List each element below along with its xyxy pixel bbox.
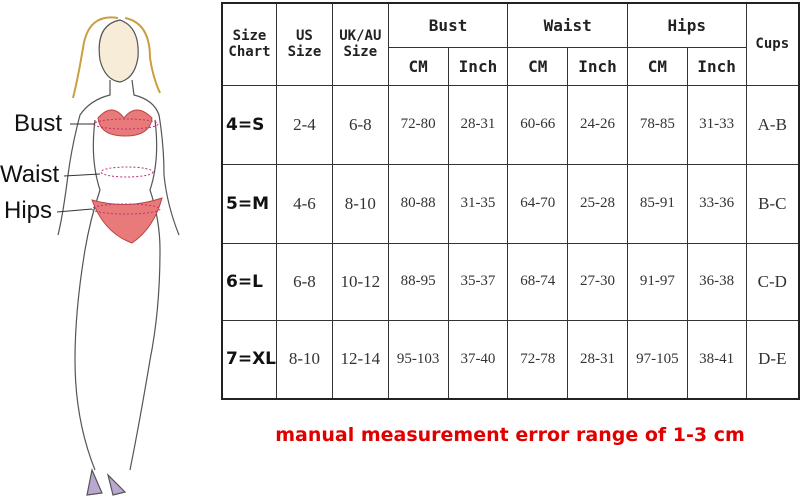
bust-cm-cell: 88-95 [387, 242, 449, 321]
table-row: 5=M 4-6 8-10 80-88 31-35 64-70 25-28 85-… [221, 163, 800, 244]
waist-cm-cell: 68-74 [507, 242, 569, 321]
header-bust-cm: CM [387, 46, 449, 86]
bust-inch-cell: 35-37 [447, 242, 509, 321]
waist-inch-cell: 28-31 [567, 319, 628, 400]
waist-cm-cell: 60-66 [507, 84, 569, 165]
header-uk-au-size: UK/AU Size [331, 2, 389, 86]
bra [97, 109, 153, 137]
bust-inch-cell: 28-31 [447, 84, 509, 165]
cups-cell: B-C [745, 163, 800, 244]
waist-inch-cell: 24-26 [567, 84, 628, 165]
hips-cm-cell: 85-91 [626, 163, 688, 244]
bust-cm-cell: 80-88 [387, 163, 449, 244]
us-size-cell: 4-6 [276, 163, 333, 244]
size-cell: 5=M [221, 163, 278, 244]
table-row: 4=S 2-4 6-8 72-80 28-31 60-66 24-26 78-8… [221, 84, 800, 165]
header-bust: Bust [387, 2, 509, 48]
bust-cm-cell: 95-103 [387, 319, 449, 400]
us-size-cell: 2-4 [276, 84, 333, 165]
uk-size-cell: 8-10 [331, 163, 389, 244]
uk-size-cell: 12-14 [331, 319, 389, 400]
header-us-size: US Size [276, 2, 333, 86]
header-hips-inch: Inch [686, 46, 747, 86]
fashion-figure-illustration [56, 16, 180, 496]
size-cell: 7=XL [221, 319, 278, 400]
uk-size-cell: 10-12 [331, 242, 389, 321]
header-hips-cm: CM [626, 46, 688, 86]
header-hips: Hips [626, 2, 747, 48]
bust-inch-cell: 37-40 [447, 319, 509, 400]
hips-label: Hips [4, 197, 53, 224]
uk-size-cell: 6-8 [331, 84, 389, 165]
header-waist-inch: Inch [567, 46, 628, 86]
cups-cell: D-E [745, 319, 800, 400]
cups-cell: C-D [745, 242, 800, 321]
header-waist-cm: CM [507, 46, 569, 86]
size-cell: 6=L [221, 242, 278, 321]
size-cell: 4=S [221, 84, 278, 165]
bust-label: Bust [14, 110, 63, 137]
hips-inch-cell: 36-38 [686, 242, 747, 321]
measurement-error-note: manual measurement error range of 1-3 cm [275, 424, 745, 446]
hips-cm-cell: 78-85 [626, 84, 688, 165]
waist-inch-cell: 25-28 [567, 163, 628, 244]
waist-cm-cell: 72-78 [507, 319, 569, 400]
bust-cm-cell: 72-80 [387, 84, 449, 165]
hips-inch-cell: 33-36 [686, 163, 747, 244]
hips-inch-cell: 38-41 [686, 319, 747, 400]
bust-inch-cell: 31-35 [447, 163, 509, 244]
waist-label: Waist [0, 161, 60, 188]
header-bust-inch: Inch [447, 46, 509, 86]
waist-inch-cell: 27-30 [567, 242, 628, 321]
hips-cm-cell: 91-97 [626, 242, 688, 321]
table-row: 7=XL 8-10 12-14 95-103 37-40 72-78 28-31… [221, 319, 800, 400]
table-row: 6=L 6-8 10-12 88-95 35-37 68-74 27-30 91… [221, 242, 800, 321]
cups-cell: A-B [745, 84, 800, 165]
header-size-chart: Size Chart [221, 2, 278, 86]
briefs [91, 197, 163, 244]
us-size-cell: 8-10 [276, 319, 333, 400]
hips-inch-cell: 31-33 [686, 84, 747, 165]
hips-cm-cell: 97-105 [626, 319, 688, 400]
waist-cm-cell: 64-70 [507, 163, 569, 244]
size-chart-table: Size Chart US Size UK/AU Size Bust Waist… [221, 2, 800, 400]
header-waist: Waist [507, 2, 628, 48]
us-size-cell: 6-8 [276, 242, 333, 321]
header-cups: Cups [745, 2, 800, 86]
